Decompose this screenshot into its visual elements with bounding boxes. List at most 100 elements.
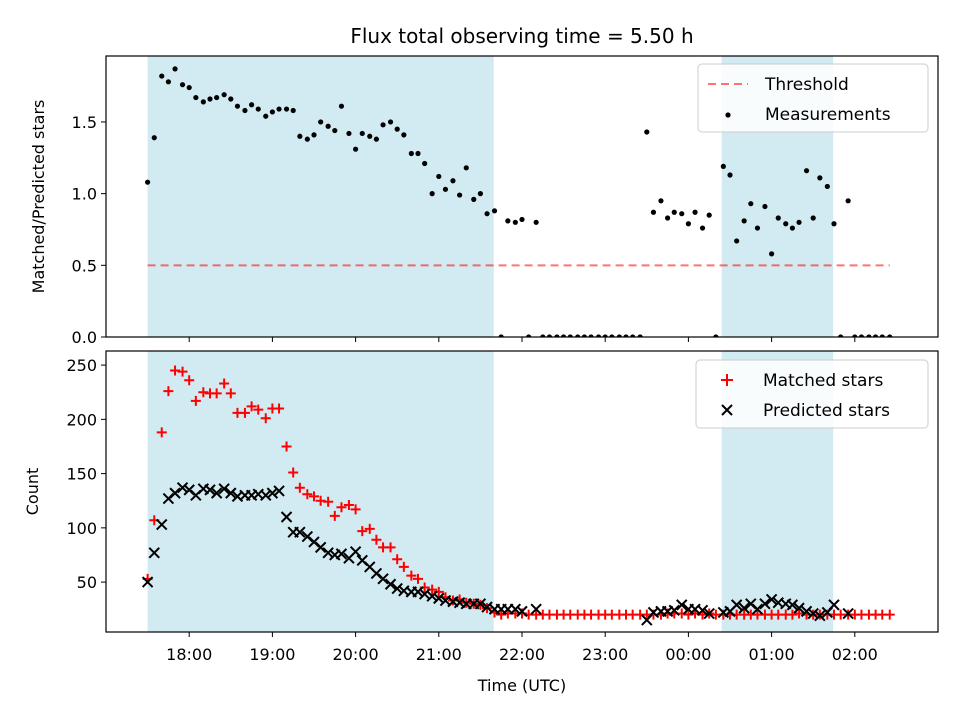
x-tick-label: 21:00 bbox=[416, 645, 462, 664]
measurement-point bbox=[852, 334, 858, 337]
measurement-point bbox=[706, 212, 712, 218]
predicted-star-point bbox=[349, 546, 362, 558]
matched-star-point bbox=[398, 561, 409, 572]
measurement-point bbox=[436, 173, 442, 180]
measurement-point bbox=[692, 209, 698, 215]
predicted-star-point bbox=[696, 604, 709, 617]
predicted-star-point bbox=[280, 511, 293, 523]
predicted-star-point bbox=[793, 602, 805, 614]
matched-star-point bbox=[413, 573, 423, 584]
measurement-point bbox=[595, 334, 602, 337]
measurement-point bbox=[276, 106, 282, 112]
measurement-point bbox=[796, 219, 802, 225]
predicted-star-point bbox=[807, 607, 819, 620]
measurement-point bbox=[546, 334, 553, 337]
measurement-point bbox=[338, 103, 345, 109]
predicted-star-point bbox=[260, 489, 272, 502]
measurement-point bbox=[151, 135, 157, 141]
predicted-star-point bbox=[210, 487, 223, 499]
measurement-point bbox=[533, 219, 539, 225]
observing-interval-band bbox=[147, 56, 494, 337]
matched-star-point bbox=[385, 542, 396, 553]
measurement-point bbox=[325, 123, 331, 129]
x-tick-label: 22:00 bbox=[499, 645, 545, 664]
predicted-star-point bbox=[759, 598, 771, 610]
measurement-point bbox=[283, 106, 290, 112]
measurement-point bbox=[650, 209, 657, 215]
matched-star-point bbox=[274, 403, 285, 414]
matched-star-point bbox=[281, 441, 292, 452]
x-tick-label: 19:00 bbox=[249, 645, 295, 664]
predicted-star-point bbox=[377, 573, 389, 585]
matched-star-point bbox=[190, 395, 201, 406]
predicted-star-point bbox=[156, 518, 168, 531]
measurement-point bbox=[519, 216, 525, 223]
predicted-star-point bbox=[391, 582, 403, 595]
measurement-point bbox=[442, 186, 449, 192]
matched-star-point bbox=[884, 609, 895, 620]
legend-box bbox=[695, 359, 929, 429]
measurement-point bbox=[359, 130, 365, 137]
measurement-point bbox=[422, 160, 428, 167]
predicted-star-point bbox=[516, 605, 528, 618]
matched-star-point bbox=[787, 609, 798, 620]
matched-star-point bbox=[163, 386, 174, 397]
y-tick-label: 250 bbox=[66, 356, 97, 375]
count-panel: 50 100 150 200 250 18:00 19:00 20:00 21:00 22:00 2… bbox=[23, 350, 939, 695]
measurement-point bbox=[471, 196, 477, 202]
predicted-star-point bbox=[751, 603, 764, 615]
measurement-point bbox=[214, 94, 220, 101]
plot-area bbox=[141, 351, 895, 632]
predicted-star-point bbox=[509, 603, 522, 615]
measurement-point bbox=[671, 209, 677, 215]
matched-star-point bbox=[239, 407, 250, 418]
measurement-point bbox=[457, 192, 463, 198]
measurement-point bbox=[866, 334, 872, 337]
matched-star-point bbox=[336, 502, 347, 513]
matched-star-point bbox=[260, 413, 271, 424]
measurement-point bbox=[200, 99, 206, 105]
measurement-point bbox=[311, 132, 317, 138]
matched-star-point bbox=[302, 489, 313, 500]
measurement-point bbox=[165, 79, 171, 85]
predicted-star-point bbox=[204, 484, 216, 496]
measurement-point bbox=[554, 334, 560, 337]
predicted-star-point bbox=[266, 487, 279, 499]
predicted-star-point bbox=[412, 586, 424, 598]
measurement-point bbox=[408, 150, 414, 157]
legend-predicted-swatch bbox=[721, 404, 733, 416]
y-tick-label: 200 bbox=[66, 410, 97, 429]
measurement-point bbox=[346, 130, 352, 137]
legend-matched-swatch bbox=[721, 374, 733, 386]
measurement-point bbox=[367, 133, 373, 139]
measurement-point bbox=[685, 221, 692, 227]
predicted-star-point bbox=[148, 547, 160, 559]
predicted-star-point bbox=[703, 607, 715, 620]
x-axis-label: Time (UTC) bbox=[477, 676, 566, 695]
predicted-star-point bbox=[433, 592, 445, 605]
matched-star-point bbox=[392, 554, 403, 565]
measurement-point bbox=[824, 183, 830, 190]
predicted-star-point bbox=[335, 548, 348, 560]
predicted-star-point bbox=[294, 526, 306, 538]
matched-star-point bbox=[198, 387, 209, 398]
legend-measurement-label: Measurements bbox=[765, 105, 891, 125]
predicted-star-point bbox=[225, 487, 237, 499]
predicted-star-point bbox=[141, 576, 154, 588]
predicted-star-point bbox=[676, 599, 688, 611]
matched-star-point bbox=[170, 365, 181, 376]
matched-star-point bbox=[683, 609, 694, 620]
legend-threshold-label: Threshold bbox=[764, 75, 849, 95]
measurement-point bbox=[789, 225, 796, 231]
predicted-star-point bbox=[384, 578, 397, 590]
measurement-point bbox=[616, 334, 622, 337]
measurement-point bbox=[658, 198, 664, 204]
y-tick-label: 150 bbox=[66, 465, 97, 484]
measurement-point bbox=[588, 334, 594, 337]
predicted-star-point bbox=[530, 603, 542, 615]
matched-star-point bbox=[343, 500, 354, 511]
predicted-star-point bbox=[273, 485, 285, 497]
measurement-point bbox=[387, 119, 394, 125]
measurement-point bbox=[394, 126, 400, 132]
predicted-star-point bbox=[730, 599, 743, 611]
